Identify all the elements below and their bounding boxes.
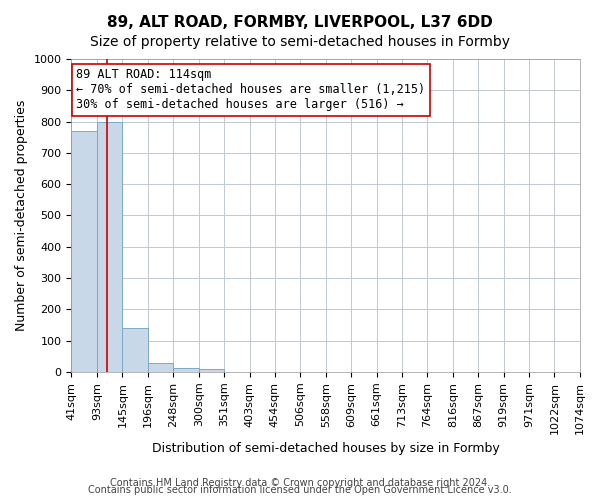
Y-axis label: Number of semi-detached properties: Number of semi-detached properties	[15, 100, 28, 331]
Bar	[173, 368, 199, 372]
Text: Size of property relative to semi-detached houses in Formby: Size of property relative to semi-detach…	[90, 35, 510, 49]
Text: Contains public sector information licensed under the Open Government Licence v3: Contains public sector information licen…	[88, 485, 512, 495]
Text: 89 ALT ROAD: 114sqm
← 70% of semi-detached houses are smaller (1,215)
30% of sem: 89 ALT ROAD: 114sqm ← 70% of semi-detach…	[76, 68, 425, 112]
Bar	[97, 122, 122, 372]
Bar	[71, 131, 97, 372]
Bar	[148, 362, 173, 372]
Text: 89, ALT ROAD, FORMBY, LIVERPOOL, L37 6DD: 89, ALT ROAD, FORMBY, LIVERPOOL, L37 6DD	[107, 15, 493, 30]
Bar	[122, 328, 148, 372]
X-axis label: Distribution of semi-detached houses by size in Formby: Distribution of semi-detached houses by …	[152, 442, 500, 455]
Bar	[199, 370, 224, 372]
Text: Contains HM Land Registry data © Crown copyright and database right 2024.: Contains HM Land Registry data © Crown c…	[110, 478, 490, 488]
